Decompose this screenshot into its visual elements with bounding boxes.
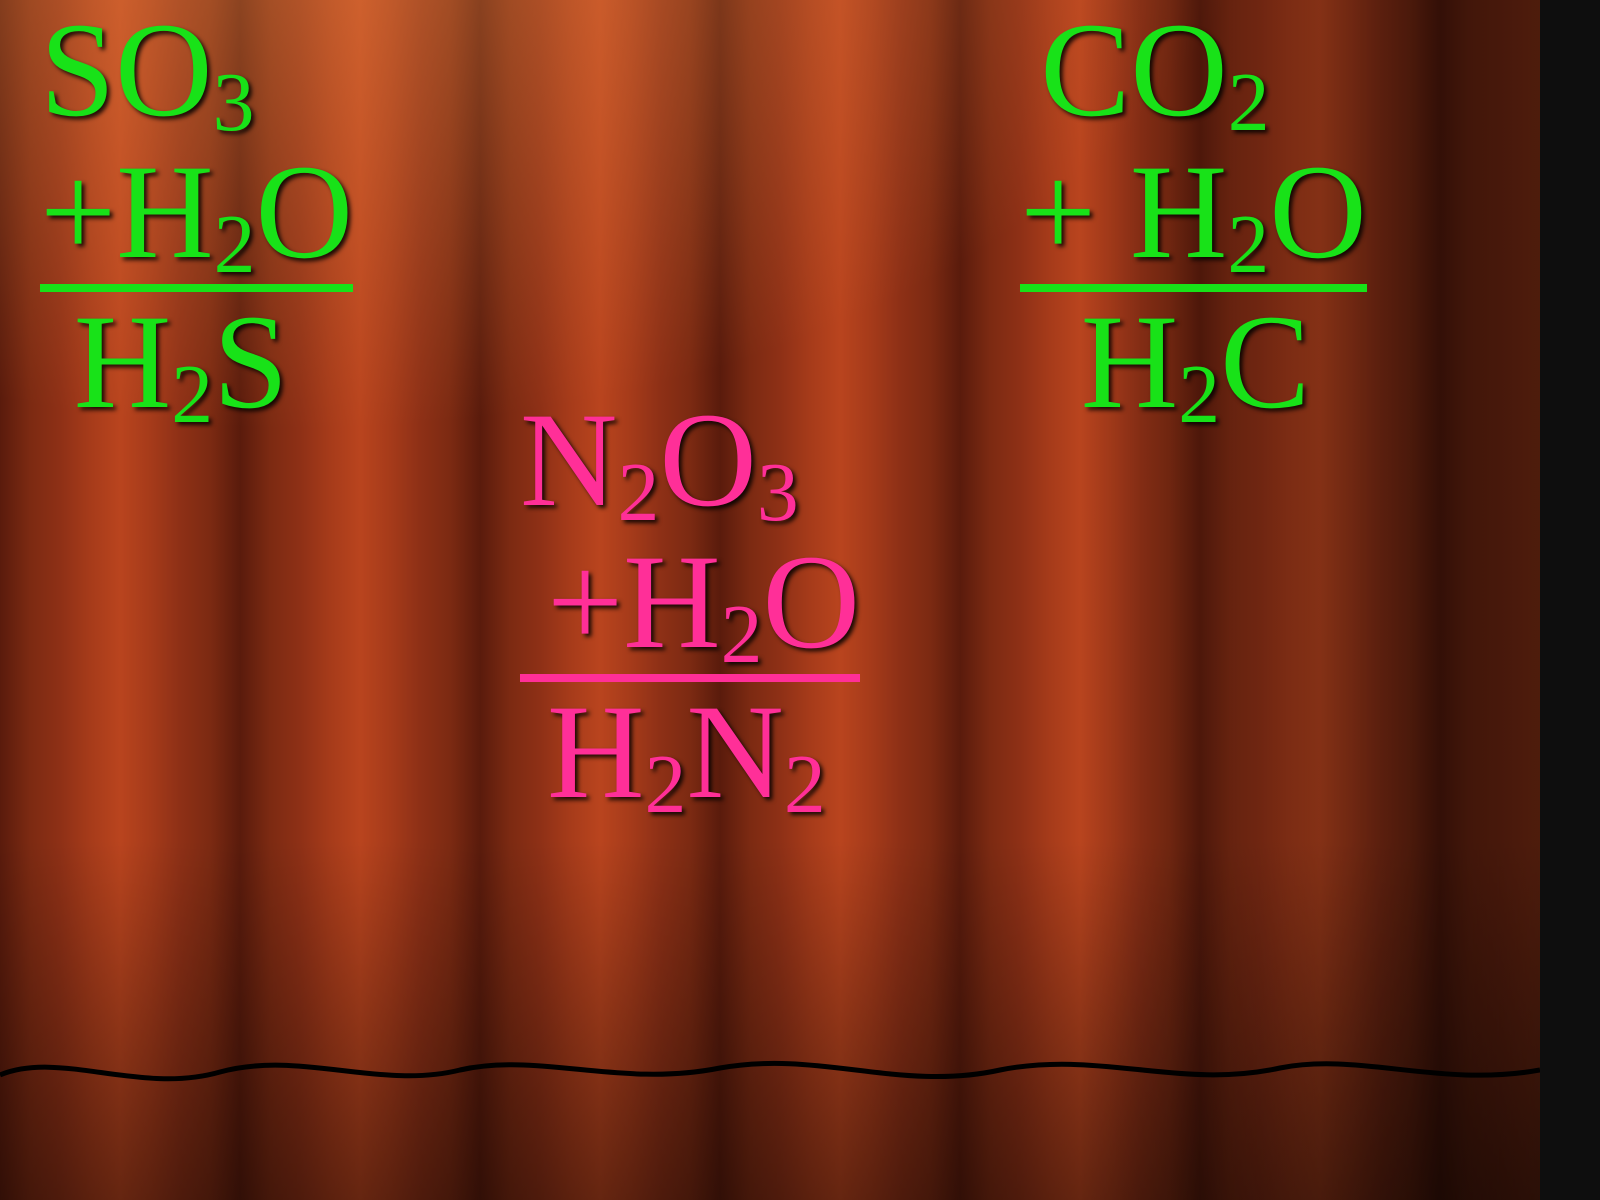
n2o3-mid: O — [659, 386, 757, 535]
h2c-pre: H — [1081, 288, 1179, 437]
plus-h2o-left-sub: 2 — [214, 198, 256, 291]
plus-h2o-center: +H2O — [520, 532, 860, 682]
n2o3-line: N2O3 — [520, 390, 860, 532]
formula-block-so3: SO3 +H2O H2S — [40, 0, 353, 433]
co2-pre: CO — [1040, 0, 1228, 145]
h2c-line: H2C — [1020, 292, 1367, 434]
h2s-line: H2S — [40, 292, 353, 434]
formula-block-co2: CO2 + H2O H2C — [1020, 0, 1367, 433]
so3-pre: SO — [40, 0, 213, 145]
plus-h2o-right-sub: 2 — [1227, 198, 1269, 291]
plus-h2o-center-post: O — [762, 528, 860, 677]
plus-h2o-center-pre: +H — [547, 528, 721, 677]
n2o3-sub2: 3 — [757, 446, 799, 539]
h2n2-line: H2N2 — [520, 682, 860, 824]
plus-h2o-right-post: O — [1269, 138, 1367, 287]
formula-block-n2o3: N2O3 +H2O H2N2 — [520, 390, 860, 823]
plus-h2o-right: + H2O — [1020, 142, 1367, 292]
plus-h2o-center-sub: 2 — [721, 588, 763, 681]
h2n2-sub2: 2 — [784, 738, 826, 831]
h2s-pre: H — [74, 288, 172, 437]
plus-h2o-left-post: O — [255, 138, 353, 287]
right-dark-strip — [1540, 0, 1600, 1200]
plus-h2o-left: +H2O — [40, 142, 353, 292]
plus-h2o-left-pre: +H — [40, 138, 214, 287]
h2s-post: S — [213, 288, 288, 437]
n2o3-pre: N — [520, 386, 618, 535]
h2s-sub: 2 — [171, 348, 213, 441]
n2o3-sub1: 2 — [618, 446, 660, 539]
h2n2-mid: N — [686, 678, 784, 827]
stage-curtain: SO3 +H2O H2S CO2 + H2O H2C N2O3 +H2O H2N… — [0, 0, 1540, 1200]
co2-sub: 2 — [1228, 56, 1270, 149]
so3-sub: 3 — [213, 56, 255, 149]
plus-h2o-right-pre: + H — [1020, 138, 1227, 287]
h2n2-sub1: 2 — [645, 738, 687, 831]
h2c-post: C — [1220, 288, 1310, 437]
h2n2-pre: H — [547, 678, 645, 827]
co2-line: CO2 — [1020, 0, 1367, 142]
so3-line: SO3 — [40, 0, 353, 142]
h2c-sub: 2 — [1178, 348, 1220, 441]
